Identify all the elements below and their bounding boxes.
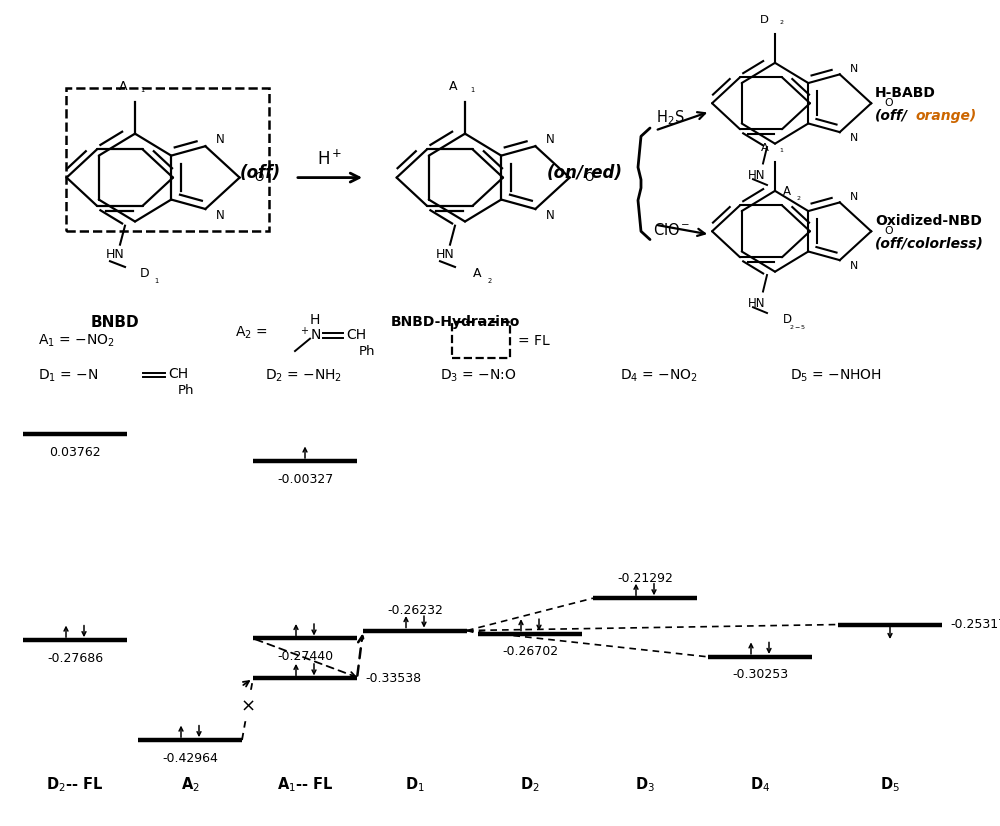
Text: -0.27686: -0.27686 <box>47 652 103 665</box>
Text: A$_2$ =: A$_2$ = <box>235 325 268 341</box>
Text: D$_5$: D$_5$ <box>880 776 900 794</box>
Text: A: A <box>761 143 768 153</box>
Text: D$_3$ = $-$N:O: D$_3$ = $-$N:O <box>440 368 517 384</box>
Text: -0.26232: -0.26232 <box>387 605 443 617</box>
Text: A: A <box>119 80 128 93</box>
Text: O: O <box>254 171 263 184</box>
Text: $_{2-5}$: $_{2-5}$ <box>789 322 807 331</box>
Text: D$_1$: D$_1$ <box>405 776 425 794</box>
Text: ClO$^-$: ClO$^-$ <box>653 221 691 238</box>
Text: HN: HN <box>748 297 766 310</box>
Text: A: A <box>473 267 481 280</box>
Text: O: O <box>884 226 893 236</box>
Text: H: H <box>310 314 320 327</box>
Text: D$_2$: D$_2$ <box>520 776 540 794</box>
Text: $_2$: $_2$ <box>796 193 802 202</box>
Text: (off/colorless): (off/colorless) <box>875 237 984 250</box>
Text: HN: HN <box>436 248 454 261</box>
Text: $\times$: $\times$ <box>240 696 255 714</box>
Text: CH: CH <box>346 328 366 341</box>
Text: $_2$: $_2$ <box>779 18 785 27</box>
Text: N: N <box>850 133 858 143</box>
Text: A: A <box>783 185 791 198</box>
Text: N: N <box>850 192 858 202</box>
Text: A$_1$ = $-$NO$_2$: A$_1$ = $-$NO$_2$ <box>38 333 115 349</box>
Text: -0.30253: -0.30253 <box>732 668 788 681</box>
Text: N: N <box>216 209 225 221</box>
Text: -0.25317: -0.25317 <box>950 618 1000 631</box>
Text: -0.21292: -0.21292 <box>617 572 673 585</box>
Text: D$_5$ = $-$NHOH: D$_5$ = $-$NHOH <box>790 368 882 384</box>
Text: -0.00327: -0.00327 <box>277 472 333 486</box>
Text: $_2$: $_2$ <box>487 276 493 286</box>
Text: D$_4$ = $-$NO$_2$: D$_4$ = $-$NO$_2$ <box>620 368 698 384</box>
Text: -0.27440: -0.27440 <box>277 650 333 663</box>
Text: H-BABD: H-BABD <box>875 87 936 100</box>
Text: N: N <box>546 134 555 146</box>
Text: (on/red): (on/red) <box>547 164 623 183</box>
Text: $^+$N: $^+$N <box>298 326 322 343</box>
Text: CH: CH <box>168 368 188 381</box>
Text: $_1$: $_1$ <box>154 276 160 286</box>
Text: A: A <box>449 80 458 93</box>
Text: BNBD-Hydrazino: BNBD-Hydrazino <box>390 316 520 329</box>
Text: orange): orange) <box>915 109 976 122</box>
Text: Ph: Ph <box>178 384 194 397</box>
Text: D$_2$-- FL: D$_2$-- FL <box>46 776 104 794</box>
Text: D$_3$: D$_3$ <box>635 776 655 794</box>
Text: HN: HN <box>748 169 766 182</box>
Text: D$_1$ = $-$N: D$_1$ = $-$N <box>38 368 98 384</box>
Text: 0.03762: 0.03762 <box>49 446 101 458</box>
Text: N: N <box>546 209 555 221</box>
Text: A$_2$: A$_2$ <box>181 776 199 794</box>
Text: Ph: Ph <box>359 344 375 358</box>
Text: -0.26702: -0.26702 <box>502 645 558 658</box>
Text: D$_2$ = $-$NH$_2$: D$_2$ = $-$NH$_2$ <box>265 368 342 384</box>
Text: -0.42964: -0.42964 <box>162 752 218 765</box>
Text: (off/: (off/ <box>875 109 908 122</box>
Text: A$_1$-- FL: A$_1$-- FL <box>277 776 333 794</box>
Text: N: N <box>850 64 858 74</box>
Text: BNBD: BNBD <box>91 315 139 330</box>
Text: N: N <box>850 261 858 271</box>
Text: $_1$: $_1$ <box>140 85 145 95</box>
Text: $_1$: $_1$ <box>470 85 475 95</box>
Text: Oxidized-NBD: Oxidized-NBD <box>875 215 982 228</box>
Text: $_1$: $_1$ <box>779 146 785 155</box>
Text: D: D <box>760 15 769 25</box>
Text: N: N <box>216 134 225 146</box>
Text: O: O <box>584 171 593 184</box>
Text: D$_4$: D$_4$ <box>750 776 770 794</box>
Text: D: D <box>782 313 792 326</box>
Text: H$_2$S: H$_2$S <box>656 108 684 126</box>
Text: (off): (off) <box>239 164 281 183</box>
Text: -0.33538: -0.33538 <box>365 672 421 685</box>
Text: D: D <box>140 267 150 280</box>
Text: = FL: = FL <box>518 335 550 348</box>
Text: O: O <box>884 98 893 108</box>
Text: H$^+$: H$^+$ <box>317 150 343 169</box>
Text: HN: HN <box>106 248 124 261</box>
